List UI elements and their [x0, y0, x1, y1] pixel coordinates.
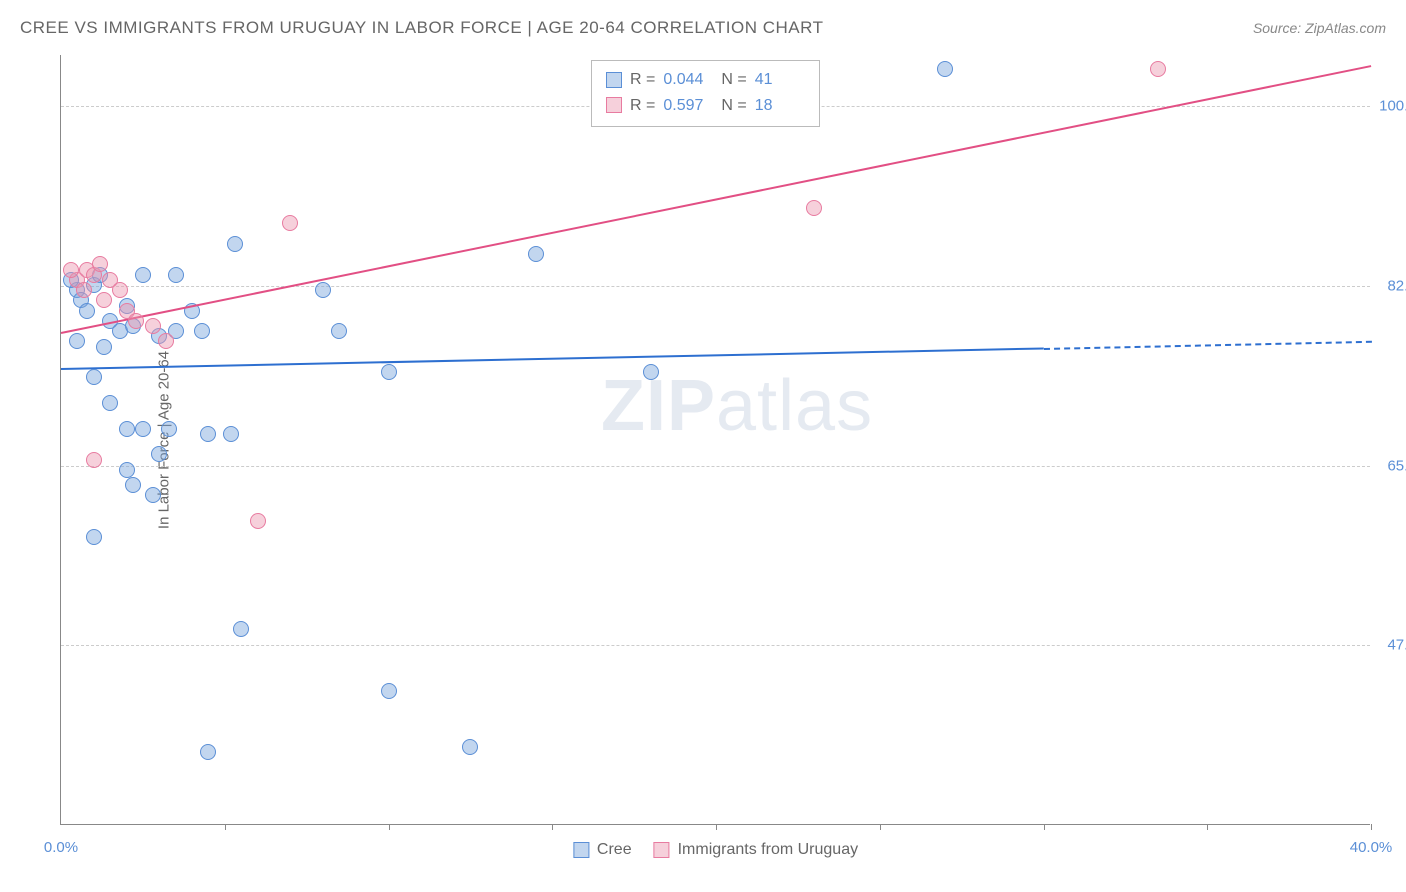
ytick-label: 100.0% — [1375, 98, 1406, 115]
xtick — [1044, 824, 1045, 830]
data-point — [76, 282, 92, 298]
legend-swatch — [654, 842, 670, 858]
legend-swatch — [573, 842, 589, 858]
data-point — [86, 369, 102, 385]
data-point — [223, 426, 239, 442]
stat-r-value: 0.044 — [663, 67, 713, 93]
data-point — [462, 739, 478, 755]
ytick-label: 47.5% — [1375, 637, 1406, 654]
data-point — [250, 513, 266, 529]
data-point — [125, 477, 141, 493]
data-point — [119, 462, 135, 478]
data-point — [63, 262, 79, 278]
xtick — [225, 824, 226, 830]
watermark-bold: ZIP — [601, 366, 716, 446]
gridline — [61, 645, 1370, 646]
data-point — [151, 446, 167, 462]
series-swatch — [606, 97, 622, 113]
gridline — [61, 466, 1370, 467]
data-point — [96, 292, 112, 308]
watermark-light: atlas — [716, 366, 873, 446]
data-point — [92, 256, 108, 272]
data-point — [86, 529, 102, 545]
stat-r-label: R = — [630, 67, 655, 93]
stat-n-value: 18 — [755, 93, 805, 119]
trend-line — [1043, 340, 1371, 349]
data-point — [112, 282, 128, 298]
data-point — [119, 421, 135, 437]
data-point — [233, 621, 249, 637]
data-point — [69, 333, 85, 349]
stats-box: R = 0.044 N = 41 R = 0.597 N = 18 — [591, 60, 820, 127]
stat-n-label: N = — [721, 67, 746, 93]
data-point — [158, 333, 174, 349]
plot-area: In Labor Force | Age 20-64 ZIPatlas 47.5… — [60, 55, 1370, 825]
data-point — [1150, 61, 1166, 77]
data-point — [200, 744, 216, 760]
data-point — [381, 364, 397, 380]
data-point — [381, 683, 397, 699]
xtick — [716, 824, 717, 830]
data-point — [331, 323, 347, 339]
data-point — [79, 303, 95, 319]
y-axis-label: In Labor Force | Age 20-64 — [156, 350, 173, 528]
xtick — [552, 824, 553, 830]
stat-r-value: 0.597 — [663, 93, 713, 119]
data-point — [937, 61, 953, 77]
xtick-label-end: 40.0% — [1350, 839, 1393, 856]
source-label: Source: ZipAtlas.com — [1253, 20, 1386, 36]
legend-label: Immigrants from Uruguay — [678, 841, 859, 859]
data-point — [643, 364, 659, 380]
watermark: ZIPatlas — [601, 365, 873, 447]
chart-title: CREE VS IMMIGRANTS FROM URUGUAY IN LABOR… — [20, 18, 823, 38]
data-point — [200, 426, 216, 442]
stat-r-label: R = — [630, 93, 655, 119]
data-point — [806, 200, 822, 216]
ytick-label: 82.5% — [1375, 278, 1406, 295]
data-point — [282, 215, 298, 231]
data-point — [102, 395, 118, 411]
stat-n-label: N = — [721, 93, 746, 119]
stats-row: R = 0.044 N = 41 — [606, 67, 805, 93]
data-point — [315, 282, 331, 298]
xtick — [1207, 824, 1208, 830]
legend-item: Cree — [573, 841, 632, 859]
legend-item: Immigrants from Uruguay — [654, 841, 859, 859]
xtick — [880, 824, 881, 830]
xtick-label-start: 0.0% — [44, 839, 78, 856]
legend: Cree Immigrants from Uruguay — [573, 841, 858, 859]
trend-line — [61, 348, 1044, 371]
stat-n-value: 41 — [755, 67, 805, 93]
ytick-label: 65.0% — [1375, 457, 1406, 474]
data-point — [135, 421, 151, 437]
data-point — [135, 267, 151, 283]
data-point — [168, 267, 184, 283]
xtick — [389, 824, 390, 830]
data-point — [194, 323, 210, 339]
data-point — [128, 313, 144, 329]
data-point — [145, 487, 161, 503]
data-point — [96, 339, 112, 355]
data-point — [145, 318, 161, 334]
data-point — [86, 452, 102, 468]
data-point — [161, 421, 177, 437]
title-bar: CREE VS IMMIGRANTS FROM URUGUAY IN LABOR… — [20, 18, 1386, 38]
data-point — [528, 246, 544, 262]
gridline — [61, 286, 1370, 287]
stats-row: R = 0.597 N = 18 — [606, 93, 805, 119]
data-point — [227, 236, 243, 252]
xtick — [1371, 824, 1372, 830]
legend-label: Cree — [597, 841, 632, 859]
series-swatch — [606, 72, 622, 88]
